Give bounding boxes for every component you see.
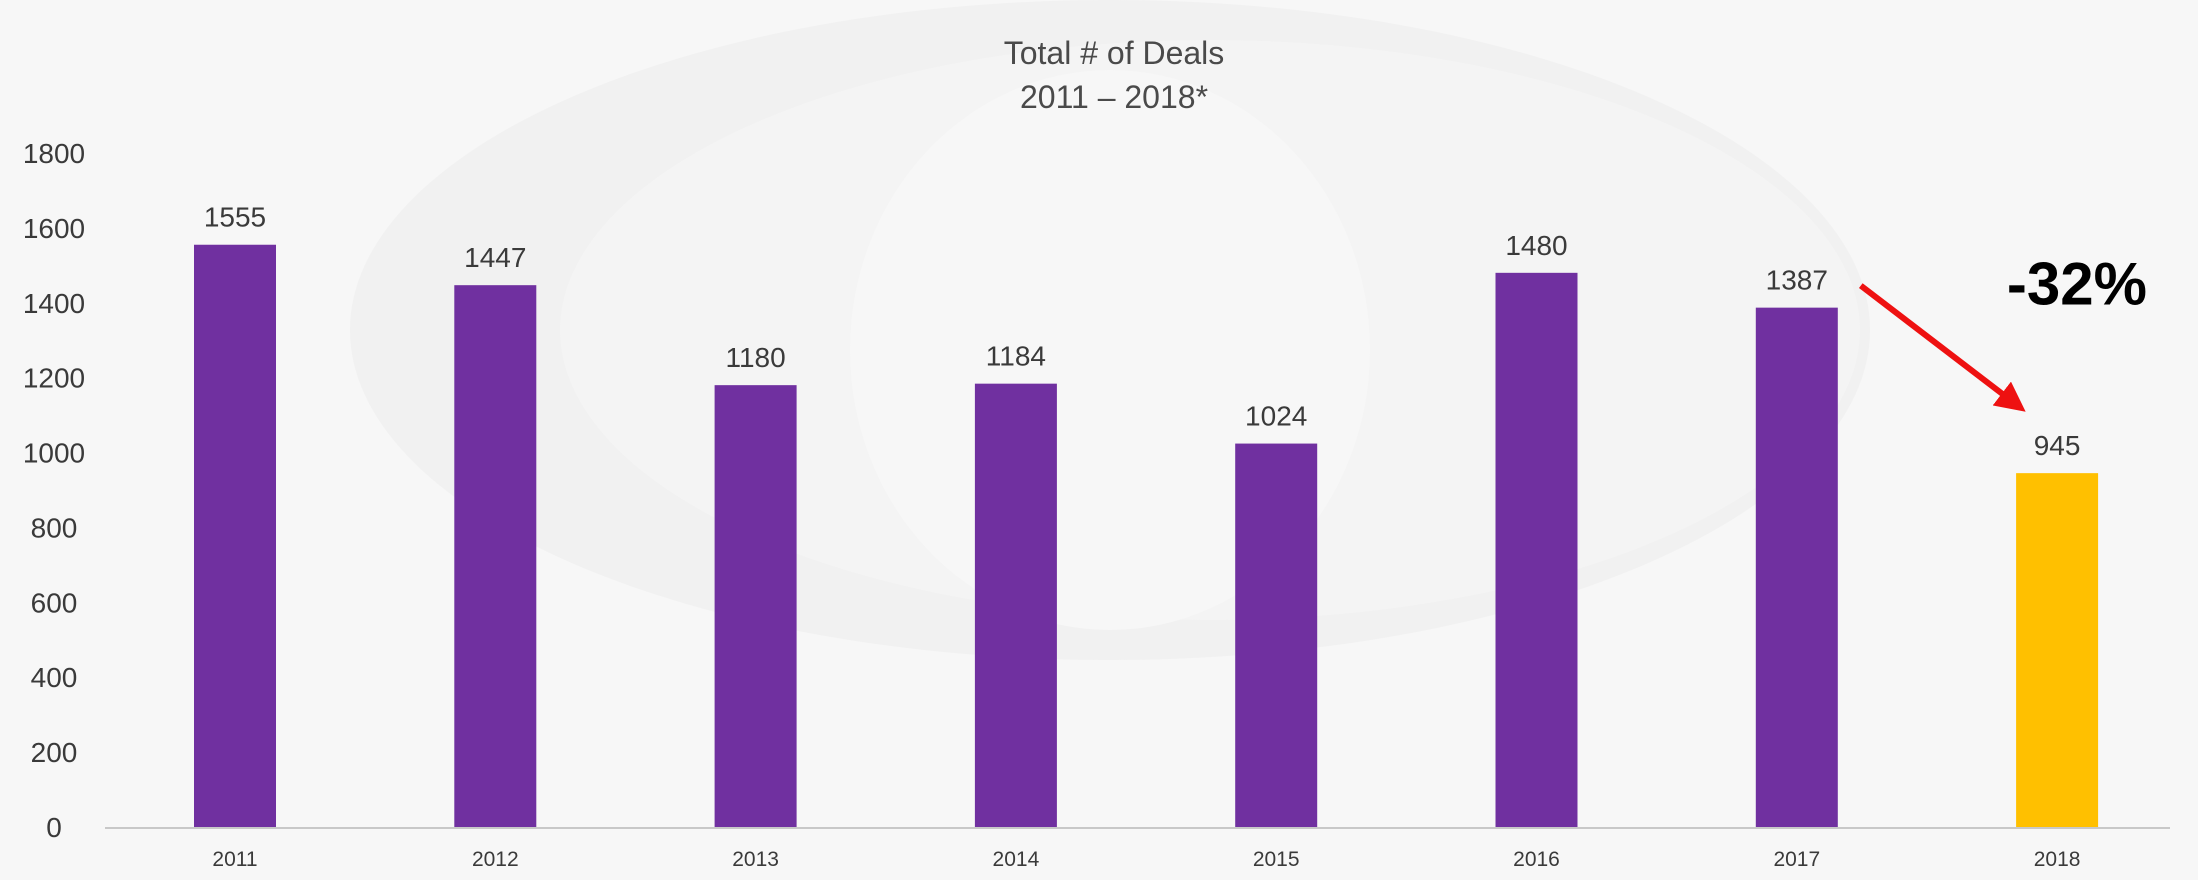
bar-series: [194, 244, 2099, 827]
data-label-2018: 945: [2034, 430, 2081, 461]
bar-2018: [2016, 473, 2099, 827]
data-label-2016: 1480: [1505, 230, 1567, 261]
x-axis: 2011 2012 2013 2014 2015 2016 2017 2018: [212, 848, 2080, 871]
y-tick-label: 0: [46, 812, 62, 843]
x-tick-label-2018: 2018: [2034, 848, 2081, 871]
x-tick-label-2011: 2011: [212, 848, 257, 871]
x-tick-label-2014: 2014: [993, 848, 1040, 871]
y-tick-label: 1800: [23, 138, 85, 169]
y-tick-label: 800: [31, 512, 78, 543]
y-tick-label: 200: [31, 737, 78, 768]
x-tick-label-2017: 2017: [1773, 848, 1820, 871]
y-tick-label: 600: [31, 587, 78, 618]
x-tick-label-2016: 2016: [1513, 848, 1560, 871]
bar-2011: [194, 244, 276, 827]
y-axis: 0 200 400 600 800 1000 1200 1400 1600 1800: [23, 138, 85, 843]
y-tick-label: 1600: [23, 213, 85, 244]
bar-2016: [1495, 272, 1578, 827]
x-tick-label-2015: 2015: [1253, 848, 1300, 871]
data-label-2011: 1555: [204, 202, 266, 233]
data-label-2013: 1180: [725, 342, 785, 373]
chart-title: Total # of Deals: [1004, 35, 1225, 71]
y-tick-label: 400: [31, 662, 78, 693]
data-label-2014: 1184: [986, 341, 1046, 372]
data-label-2015: 1024: [1245, 401, 1307, 432]
y-tick-label: 1000: [23, 438, 85, 469]
bar-2015: [1235, 443, 1318, 827]
bar-2013: [714, 385, 797, 827]
decline-arrow: [1858, 283, 2026, 412]
x-tick-label-2013: 2013: [732, 848, 779, 871]
bar-2014: [974, 383, 1057, 827]
y-tick-label: 1200: [23, 363, 85, 394]
chart-subtitle: 2011 – 2018*: [1020, 79, 1208, 115]
data-label-2017: 1387: [1766, 265, 1828, 296]
x-tick-label-2012: 2012: [472, 848, 519, 871]
y-tick-label: 1400: [23, 288, 85, 319]
data-label-2012: 1447: [464, 242, 526, 273]
bar-2012: [454, 285, 537, 827]
bar-2017: [1755, 307, 1838, 827]
annotation-text: -32%: [2007, 251, 2147, 318]
data-labels: 1555 1447 1180 1184 1024 1480 1387 945: [204, 202, 2081, 461]
